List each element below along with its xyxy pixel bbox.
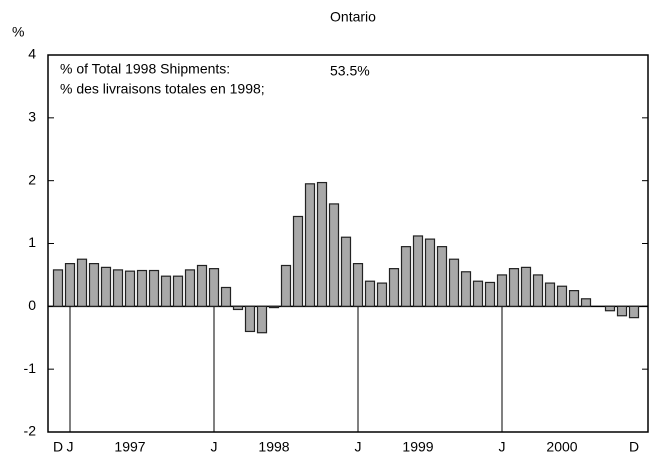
y-tick-label: 1 xyxy=(28,234,36,250)
bar xyxy=(616,305,628,317)
x-tick-label: 2000 xyxy=(546,439,577,455)
bar xyxy=(484,281,496,307)
bar xyxy=(328,203,340,307)
bar xyxy=(352,263,364,307)
bar xyxy=(268,305,280,309)
y-tick-label: 3 xyxy=(28,109,36,125)
y-tick-label: 2 xyxy=(28,171,36,187)
bar xyxy=(112,269,124,307)
bar xyxy=(208,268,220,307)
bar xyxy=(496,274,508,307)
bar xyxy=(376,282,388,307)
x-tick-label: J xyxy=(355,439,362,455)
bar xyxy=(520,266,532,307)
y-tick-label: -2 xyxy=(24,423,37,439)
bar xyxy=(64,263,76,307)
annotation: % des livraisons totales en 1998; xyxy=(60,81,265,97)
bar xyxy=(436,246,448,307)
bar xyxy=(256,305,268,334)
bar xyxy=(88,263,100,307)
x-tick-label: J xyxy=(67,439,74,455)
x-tick-label: J xyxy=(211,439,218,455)
x-tick-label: 1998 xyxy=(258,439,289,455)
bar xyxy=(52,269,64,307)
bar xyxy=(232,305,244,311)
bar xyxy=(172,275,184,307)
bar xyxy=(220,286,232,307)
bar xyxy=(460,271,472,307)
x-tick-label: 1999 xyxy=(402,439,433,455)
bar xyxy=(604,305,616,312)
annotation: 53.5% xyxy=(330,63,370,79)
y-tick-label: 0 xyxy=(28,297,36,313)
bar xyxy=(628,305,640,319)
bar xyxy=(544,282,556,307)
bar xyxy=(196,264,208,307)
x-tick-label: 1997 xyxy=(114,439,145,455)
annotation: % of Total 1998 Shipments: xyxy=(60,61,230,77)
bar xyxy=(412,235,424,307)
bar xyxy=(568,290,580,307)
bar xyxy=(184,269,196,307)
bar xyxy=(76,258,88,307)
bar xyxy=(448,258,460,307)
bar xyxy=(424,238,436,307)
x-tick-label: D xyxy=(629,439,639,455)
bar xyxy=(364,280,376,307)
y-axis-label: % xyxy=(12,24,24,40)
chart-title: Ontario xyxy=(330,9,376,25)
bar xyxy=(400,246,412,307)
bar xyxy=(244,305,256,333)
bar xyxy=(280,264,292,307)
bar xyxy=(292,215,304,307)
bar xyxy=(532,274,544,307)
bar xyxy=(160,275,172,307)
y-tick-label: -1 xyxy=(24,360,37,376)
bar xyxy=(340,236,352,307)
x-tick-label: J xyxy=(499,439,506,455)
bar xyxy=(580,298,592,307)
bar xyxy=(304,183,316,307)
bar xyxy=(556,285,568,307)
bar xyxy=(472,280,484,307)
bar xyxy=(100,266,112,307)
bar xyxy=(508,268,520,307)
x-tick-label: D xyxy=(53,439,63,455)
bar xyxy=(316,181,328,307)
bar xyxy=(136,269,148,307)
bar xyxy=(388,268,400,307)
y-tick-label: 4 xyxy=(28,46,36,62)
bar xyxy=(124,270,136,307)
bar xyxy=(148,269,160,307)
